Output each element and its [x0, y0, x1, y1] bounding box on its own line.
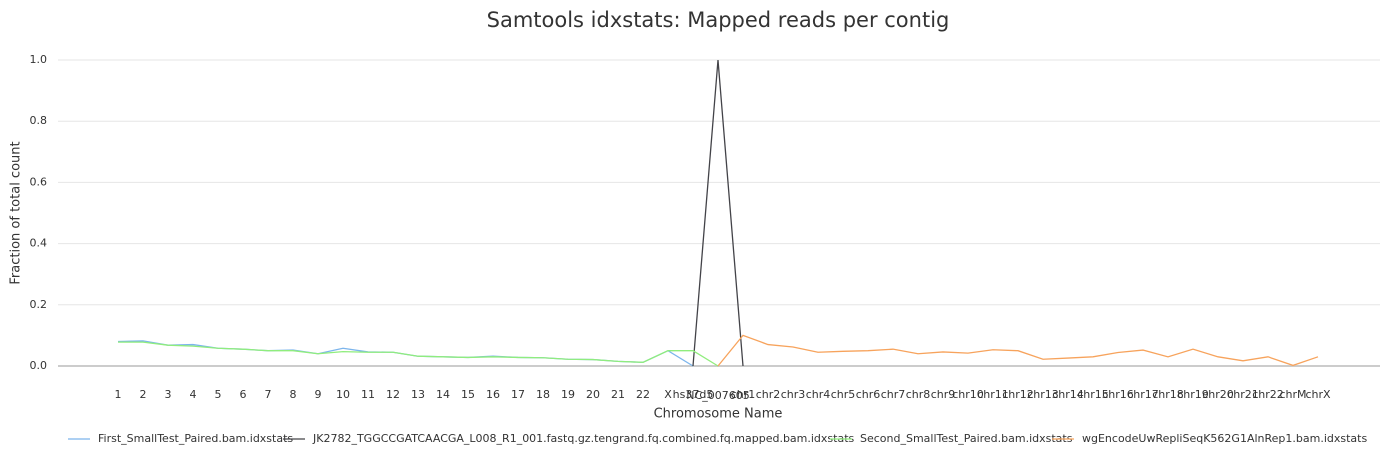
y-tick-label: 1.0: [30, 53, 48, 66]
series-line: [118, 341, 719, 367]
x-tick-label: chr14: [1052, 388, 1084, 401]
x-tick-label: 1: [115, 388, 122, 401]
y-tick-label: 0.2: [30, 298, 48, 311]
x-tick-label: hs37d5: [673, 388, 714, 401]
x-tick-label: chr18: [1152, 388, 1184, 401]
x-tick-label: 12: [386, 388, 400, 401]
x-tick-label: 7: [265, 388, 272, 401]
x-tick-label: chr3: [781, 388, 806, 401]
x-tick-label: chr5: [831, 388, 856, 401]
x-tick-label: chrX: [1305, 388, 1331, 401]
x-tick-label: X: [664, 388, 672, 401]
x-tick-label: chr15: [1077, 388, 1109, 401]
x-tick-label: 8: [290, 388, 297, 401]
x-tick-label: chr8: [906, 388, 931, 401]
x-tick-label: 3: [165, 388, 172, 401]
y-tick-label: 0.6: [30, 175, 48, 188]
x-tick-label: chr13: [1027, 388, 1059, 401]
x-tick-label: 19: [561, 388, 575, 401]
x-tick-label: chr1: [731, 388, 756, 401]
x-tick-label: 13: [411, 388, 425, 401]
x-tick-label: NC_007605: [686, 389, 749, 402]
x-tick-label: 2: [140, 388, 147, 401]
legend-label: Second_SmallTest_Paired.bam.idxstats: [860, 432, 1073, 445]
x-tick-label: chr17: [1127, 388, 1159, 401]
x-tick-label: chr20: [1202, 388, 1234, 401]
x-tick-label: chr22: [1252, 388, 1284, 401]
y-tick-label: 0.0: [30, 359, 48, 372]
x-tick-label: 15: [461, 388, 475, 401]
x-axis-label: Chromosome Name: [654, 407, 783, 422]
x-tick-label: 9: [315, 388, 322, 401]
legend-label: JK2782_TGGCCGATCAACGA_L008_R1_001.fastq.…: [312, 432, 855, 445]
legend-label: wgEncodeUwRepliSeqK562G1AlnRep1.bam.idxs…: [1082, 432, 1367, 445]
series-line: [692, 59, 744, 367]
x-tick-label: chr7: [881, 388, 906, 401]
x-tick-label: 18: [536, 388, 550, 401]
x-tick-label: 22: [636, 388, 650, 401]
series-line: [117, 340, 694, 367]
x-tick-label: 11: [361, 388, 375, 401]
x-tick-label: 14: [436, 388, 450, 401]
x-tick-label: chr21: [1227, 388, 1259, 401]
x-tick-label: 10: [336, 388, 350, 401]
x-tick-label: chr9: [931, 388, 956, 401]
x-tick-label: chr2: [756, 388, 781, 401]
x-tick-label: chr10: [952, 388, 984, 401]
y-axis-label: Fraction of total count: [9, 141, 24, 284]
chart-title: Samtools idxstats: Mapped reads per cont…: [487, 8, 950, 32]
x-tick-label: 4: [190, 388, 197, 401]
y-tick-label: 0.8: [30, 114, 48, 127]
legend-label: First_SmallTest_Paired.bam.idxstats: [98, 432, 293, 445]
x-tick-label: chr12: [1002, 388, 1034, 401]
x-tick-label: 21: [611, 388, 625, 401]
x-tick-label: chr6: [856, 388, 881, 401]
y-tick-label: 0.4: [30, 237, 48, 250]
x-tick-label: 5: [215, 388, 222, 401]
x-tick-label: chrM: [1279, 388, 1306, 401]
x-tick-label: chr19: [1177, 388, 1209, 401]
x-tick-label: 20: [586, 388, 600, 401]
x-tick-label: 6: [240, 388, 247, 401]
x-tick-label: chr4: [806, 388, 831, 401]
x-tick-label: 16: [486, 388, 500, 401]
series-line: [717, 334, 1319, 367]
x-tick-label: chr16: [1102, 388, 1134, 401]
x-tick-label: 17: [511, 388, 525, 401]
x-tick-label: chr11: [977, 388, 1009, 401]
